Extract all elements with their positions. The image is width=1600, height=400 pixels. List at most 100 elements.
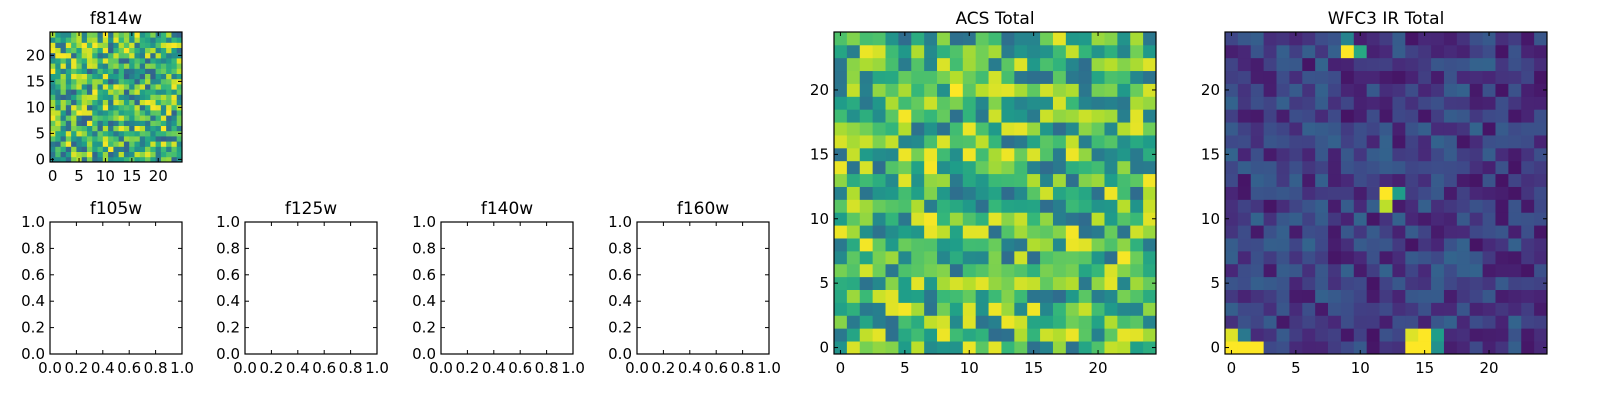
heatmap-cell xyxy=(898,250,912,265)
heatmap-cell xyxy=(1366,135,1380,149)
heatmap-cell xyxy=(859,212,874,226)
heatmap-cell xyxy=(885,328,899,342)
heatmap-cell xyxy=(1405,341,1419,355)
heatmap-cell xyxy=(176,120,183,126)
heatmap-cell xyxy=(1225,225,1239,239)
heatmap-cell xyxy=(55,110,61,116)
heatmap-cell xyxy=(86,146,93,152)
x-tick-label: 0.0 xyxy=(38,359,62,377)
heatmap-cell xyxy=(885,109,899,123)
heatmap-cell xyxy=(76,151,83,158)
heatmap-cells xyxy=(834,32,1157,355)
heatmap-cell xyxy=(1117,147,1131,162)
heatmap-cell xyxy=(71,151,77,158)
heatmap-cell xyxy=(55,68,61,74)
heatmap-cell xyxy=(166,63,172,69)
heatmap-cell xyxy=(1104,32,1118,46)
heatmap-cell xyxy=(1469,199,1483,213)
heatmap-cell xyxy=(1104,173,1118,187)
heatmap-cell xyxy=(1392,315,1406,329)
heatmap-cell xyxy=(1340,328,1355,342)
heatmap-cell xyxy=(1482,160,1496,175)
heatmap-cell xyxy=(139,110,146,116)
heatmap-cell xyxy=(113,47,120,54)
heatmap-cell xyxy=(113,84,120,90)
heatmap-cell xyxy=(872,250,886,265)
heatmap-cell xyxy=(1001,276,1015,290)
heatmap-cell xyxy=(150,32,156,38)
heatmap-cell xyxy=(155,63,162,69)
heatmap-cell xyxy=(988,199,1002,213)
heatmap-cell xyxy=(1040,96,1054,110)
heatmap-cell xyxy=(150,89,156,95)
heatmap-cell xyxy=(1276,315,1290,329)
heatmap-cell xyxy=(1405,83,1419,97)
heatmap-cell xyxy=(1027,250,1041,265)
heatmap-cell xyxy=(911,135,925,149)
heatmap-cell xyxy=(113,104,120,111)
heatmap-cell xyxy=(949,315,964,329)
heatmap-cell xyxy=(92,84,98,90)
heatmap-cell xyxy=(150,37,156,43)
heatmap-cell xyxy=(1431,186,1445,200)
heatmap-cell xyxy=(129,78,135,85)
heatmap-cell xyxy=(1001,341,1015,355)
heatmap-cell xyxy=(1379,212,1393,226)
heatmap-cell xyxy=(160,84,167,90)
heatmap-cell xyxy=(937,96,951,110)
heatmap-cell xyxy=(1001,250,1015,265)
heatmap-cell xyxy=(150,42,156,48)
heatmap-cell xyxy=(86,63,93,69)
heatmap-cell xyxy=(1078,238,1092,252)
heatmap-cell xyxy=(97,63,104,69)
heatmap-cell xyxy=(71,156,77,163)
heatmap-cell xyxy=(885,212,899,226)
heatmap-cell xyxy=(1027,212,1041,226)
heatmap-cell xyxy=(937,328,951,342)
heatmap-cell xyxy=(118,52,125,59)
heatmap-cell xyxy=(1328,57,1342,72)
heatmap-cell xyxy=(150,115,156,121)
heatmap-cell xyxy=(166,151,172,158)
heatmap-cell xyxy=(1276,147,1290,162)
heatmap-cell xyxy=(1534,238,1548,252)
heatmap-cell xyxy=(1014,109,1028,123)
heatmap-cell xyxy=(1508,135,1522,149)
heatmap-cell xyxy=(129,110,135,116)
heatmap-cell xyxy=(1405,160,1419,175)
heatmap-cell xyxy=(76,120,83,126)
heatmap-cell xyxy=(1289,70,1303,84)
heatmap-cell xyxy=(1276,328,1290,342)
heatmap-cell xyxy=(962,225,977,239)
heatmap-cell xyxy=(1117,83,1131,97)
heatmap-cell xyxy=(60,47,67,54)
heatmap-cell xyxy=(846,83,861,97)
heatmap-cell xyxy=(108,42,114,48)
heatmap-cell xyxy=(1340,122,1355,136)
heatmap-cell xyxy=(1250,96,1265,110)
heatmap-cell xyxy=(1418,122,1432,136)
heatmap-cell xyxy=(155,115,162,121)
heatmap-cell xyxy=(176,115,183,121)
heatmap-cell xyxy=(1117,328,1131,342)
heatmap-cell xyxy=(988,250,1002,265)
heatmap-cell xyxy=(155,141,162,147)
heatmap-cell xyxy=(55,78,61,85)
heatmap-cell xyxy=(118,68,125,74)
heatmap-cell xyxy=(1237,70,1252,84)
heatmap-cell xyxy=(834,328,848,342)
heatmap-cell xyxy=(1078,276,1092,290)
heatmap-cell xyxy=(1405,70,1419,84)
heatmap-cell xyxy=(118,120,125,126)
heatmap-cell xyxy=(1379,96,1393,110)
heatmap-cell xyxy=(1482,341,1496,355)
heatmap-cell xyxy=(962,83,977,97)
heatmap-cell xyxy=(988,135,1002,149)
heatmap-cell xyxy=(1405,212,1419,226)
heatmap-cell xyxy=(86,32,93,38)
heatmap-cell xyxy=(1001,96,1015,110)
heatmap-cell xyxy=(129,99,135,106)
heatmap-cell xyxy=(1001,225,1015,239)
heatmap-cell xyxy=(166,130,172,137)
